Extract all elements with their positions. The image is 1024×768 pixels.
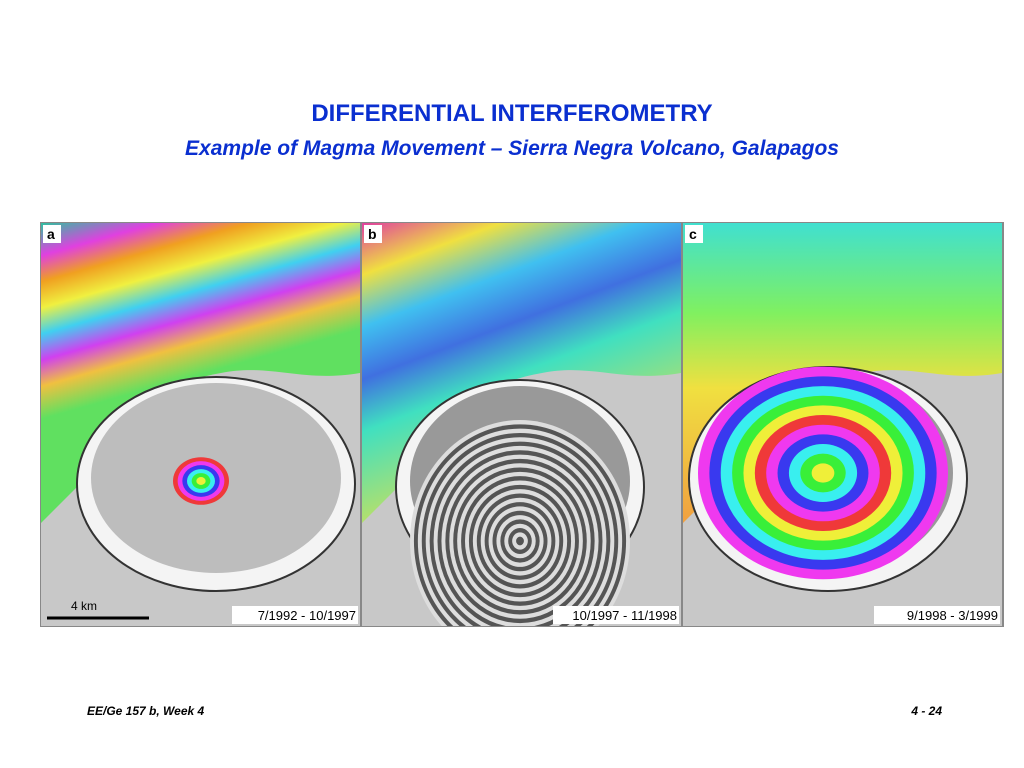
panel-image (362, 223, 681, 626)
panel-dates: 7/1992 - 10/1997 (258, 608, 356, 623)
panel-image (41, 223, 360, 626)
footer-left: EE/Ge 157 b, Week 4 (87, 704, 205, 718)
slide-subtitle: Example of Magma Movement – Sierra Negra… (185, 137, 839, 160)
scale-bar-label: 4 km (71, 599, 97, 613)
label-box (685, 225, 703, 243)
date-box (553, 606, 679, 624)
panel: c 9/1998 - 3/1999 (683, 223, 1002, 626)
fringe-ring (196, 477, 206, 485)
panel-label: b (368, 226, 377, 242)
date-box (232, 606, 358, 624)
panel-image (683, 223, 1002, 626)
panel: b 10/1997 - 11/1998 (362, 223, 681, 626)
label-box (43, 225, 61, 243)
fringe-field (41, 223, 360, 523)
interferogram-figure: a 7/1992 - 10/1997 4 km b 10/1997 - 11/1998 c… (40, 222, 1004, 627)
date-box (874, 606, 1000, 624)
slide-title: DIFFERENTIAL INTERFEROMETRY (311, 100, 713, 127)
panel-dates: 9/1998 - 3/1999 (907, 608, 998, 623)
fringe-ring (516, 536, 524, 546)
panel: a 7/1992 - 10/1997 4 km (41, 223, 360, 626)
panel-label: a (47, 226, 55, 242)
panel-dates: 10/1997 - 11/1998 (572, 608, 677, 623)
fringe-ring (811, 463, 835, 483)
fringe-field (362, 223, 681, 523)
label-box (364, 225, 382, 243)
panel-label: c (689, 226, 697, 242)
footer-right: 4 - 24 (911, 704, 942, 718)
